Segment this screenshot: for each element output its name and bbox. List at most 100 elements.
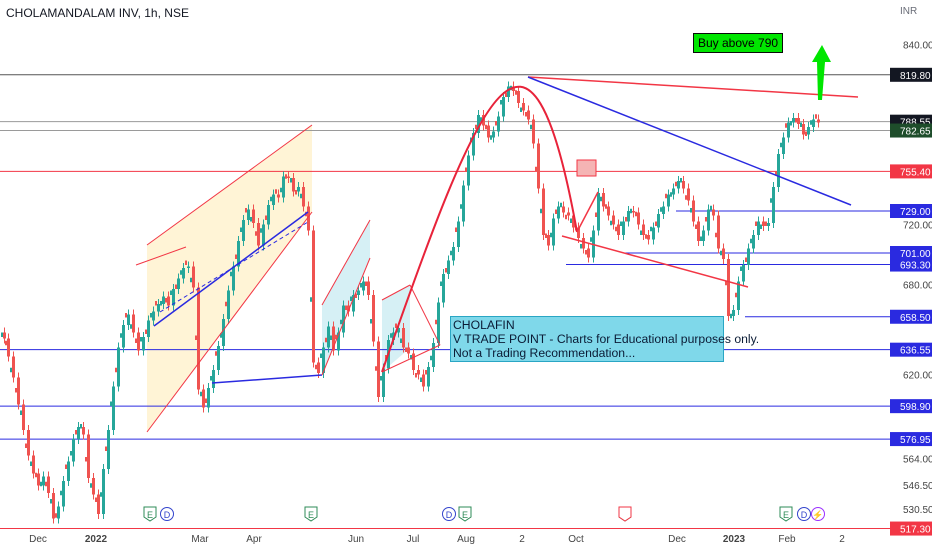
annotation-note[interactable]: CHOLAFIN V TRADE POINT - Charts for Educ… [450,316,759,362]
candle-body [145,329,147,334]
candle-body [202,389,205,408]
candle-body [352,295,355,312]
candle-body [420,377,422,382]
candle-body [77,427,80,439]
candle-body [382,368,385,397]
candle-body [237,241,240,267]
candle-body [245,208,247,213]
candle-body [765,221,767,226]
y-tick-label: 620.00 [903,371,932,382]
note-line-3: Not a Trading Recommendation... [453,346,636,360]
event-marker: E [458,506,472,522]
candle-body [507,86,510,97]
symbol-title: CHOLAMANDALAM INV, 1h, NSE [6,6,189,20]
candle-body [80,424,82,429]
candle-body [535,166,537,172]
buy-signal-label[interactable]: Buy above 790 [693,33,784,53]
candle-body [340,319,342,325]
candle-body [110,401,112,406]
x-tick-label: Dec [668,534,686,545]
candle-body [357,290,360,295]
earnings-marker [779,506,793,522]
candle-body [635,211,637,217]
candle-body [745,257,747,262]
y-tick-label: 546.50 [903,481,932,492]
candle-body [540,208,542,214]
candle-body [602,193,605,207]
candle-body [40,481,42,487]
candle-body [590,237,592,242]
candle-body [362,281,365,291]
price-tag-label: 782.65 [900,127,931,138]
candle-body [772,187,775,223]
candle-body [492,131,495,138]
candle-body [662,206,665,214]
candle-body [345,305,347,310]
candle-body [207,388,210,408]
candle-body [790,121,792,126]
x-tick-label: Aug [457,534,475,545]
x-tick-label: Dec [29,534,47,545]
candle-body [330,335,332,340]
candle-body [615,226,617,232]
candle-body [10,367,12,373]
candle-body [777,154,780,187]
candle-body [542,188,545,235]
candle-body [377,341,380,397]
candle-body [517,91,520,103]
candle-body [467,155,470,186]
candle-body [132,314,135,333]
candle-body [7,338,10,357]
candle-body [440,281,442,286]
candle-body [260,228,262,233]
candle-body [807,127,810,135]
candle-body [512,86,515,91]
price-tag [890,309,932,324]
price-tag-label: 788.55 [900,118,931,129]
candle-body [85,457,87,462]
candle-body [690,208,692,213]
candle-body [72,439,75,462]
small-box [576,159,597,177]
candle-body [292,178,295,192]
candle-body [502,97,505,117]
x-tick-label: Feb [778,534,796,545]
candle-body [687,188,690,201]
event-marker: D [442,507,456,521]
candle-body [650,226,652,232]
candle-body [212,370,215,388]
event-marker: E [779,506,793,522]
candle-body [717,215,720,249]
candle-body [135,338,137,343]
candle-body [525,112,527,117]
candle-body [637,212,640,225]
candle-body [275,189,277,194]
event-marker-label: D [801,510,808,520]
candle-body [115,367,117,373]
candle-body [390,333,392,338]
candle-body [412,353,415,370]
flag-lower-line [321,257,371,376]
candle-body [70,451,72,456]
candle-body [112,386,115,430]
candle-body [90,483,92,488]
candle-body [685,195,687,200]
candle-body [297,187,300,192]
candle-body [612,215,615,225]
candle-body [475,124,477,130]
candle-body [565,214,567,220]
candle-body [385,355,387,360]
candle-body [60,490,62,496]
candle-body [740,266,742,271]
candle-body [30,461,32,466]
event-marker-label: E [147,510,153,520]
candle-body [580,244,582,249]
price-tag-label: 636.55 [900,346,931,357]
price-tag-label: 576.95 [900,435,931,446]
price-tag-label: 819.80 [900,71,931,82]
candle-body [397,328,400,333]
candle-body [490,135,492,140]
candle-body [142,337,145,351]
event-marker-label: D [446,510,453,520]
